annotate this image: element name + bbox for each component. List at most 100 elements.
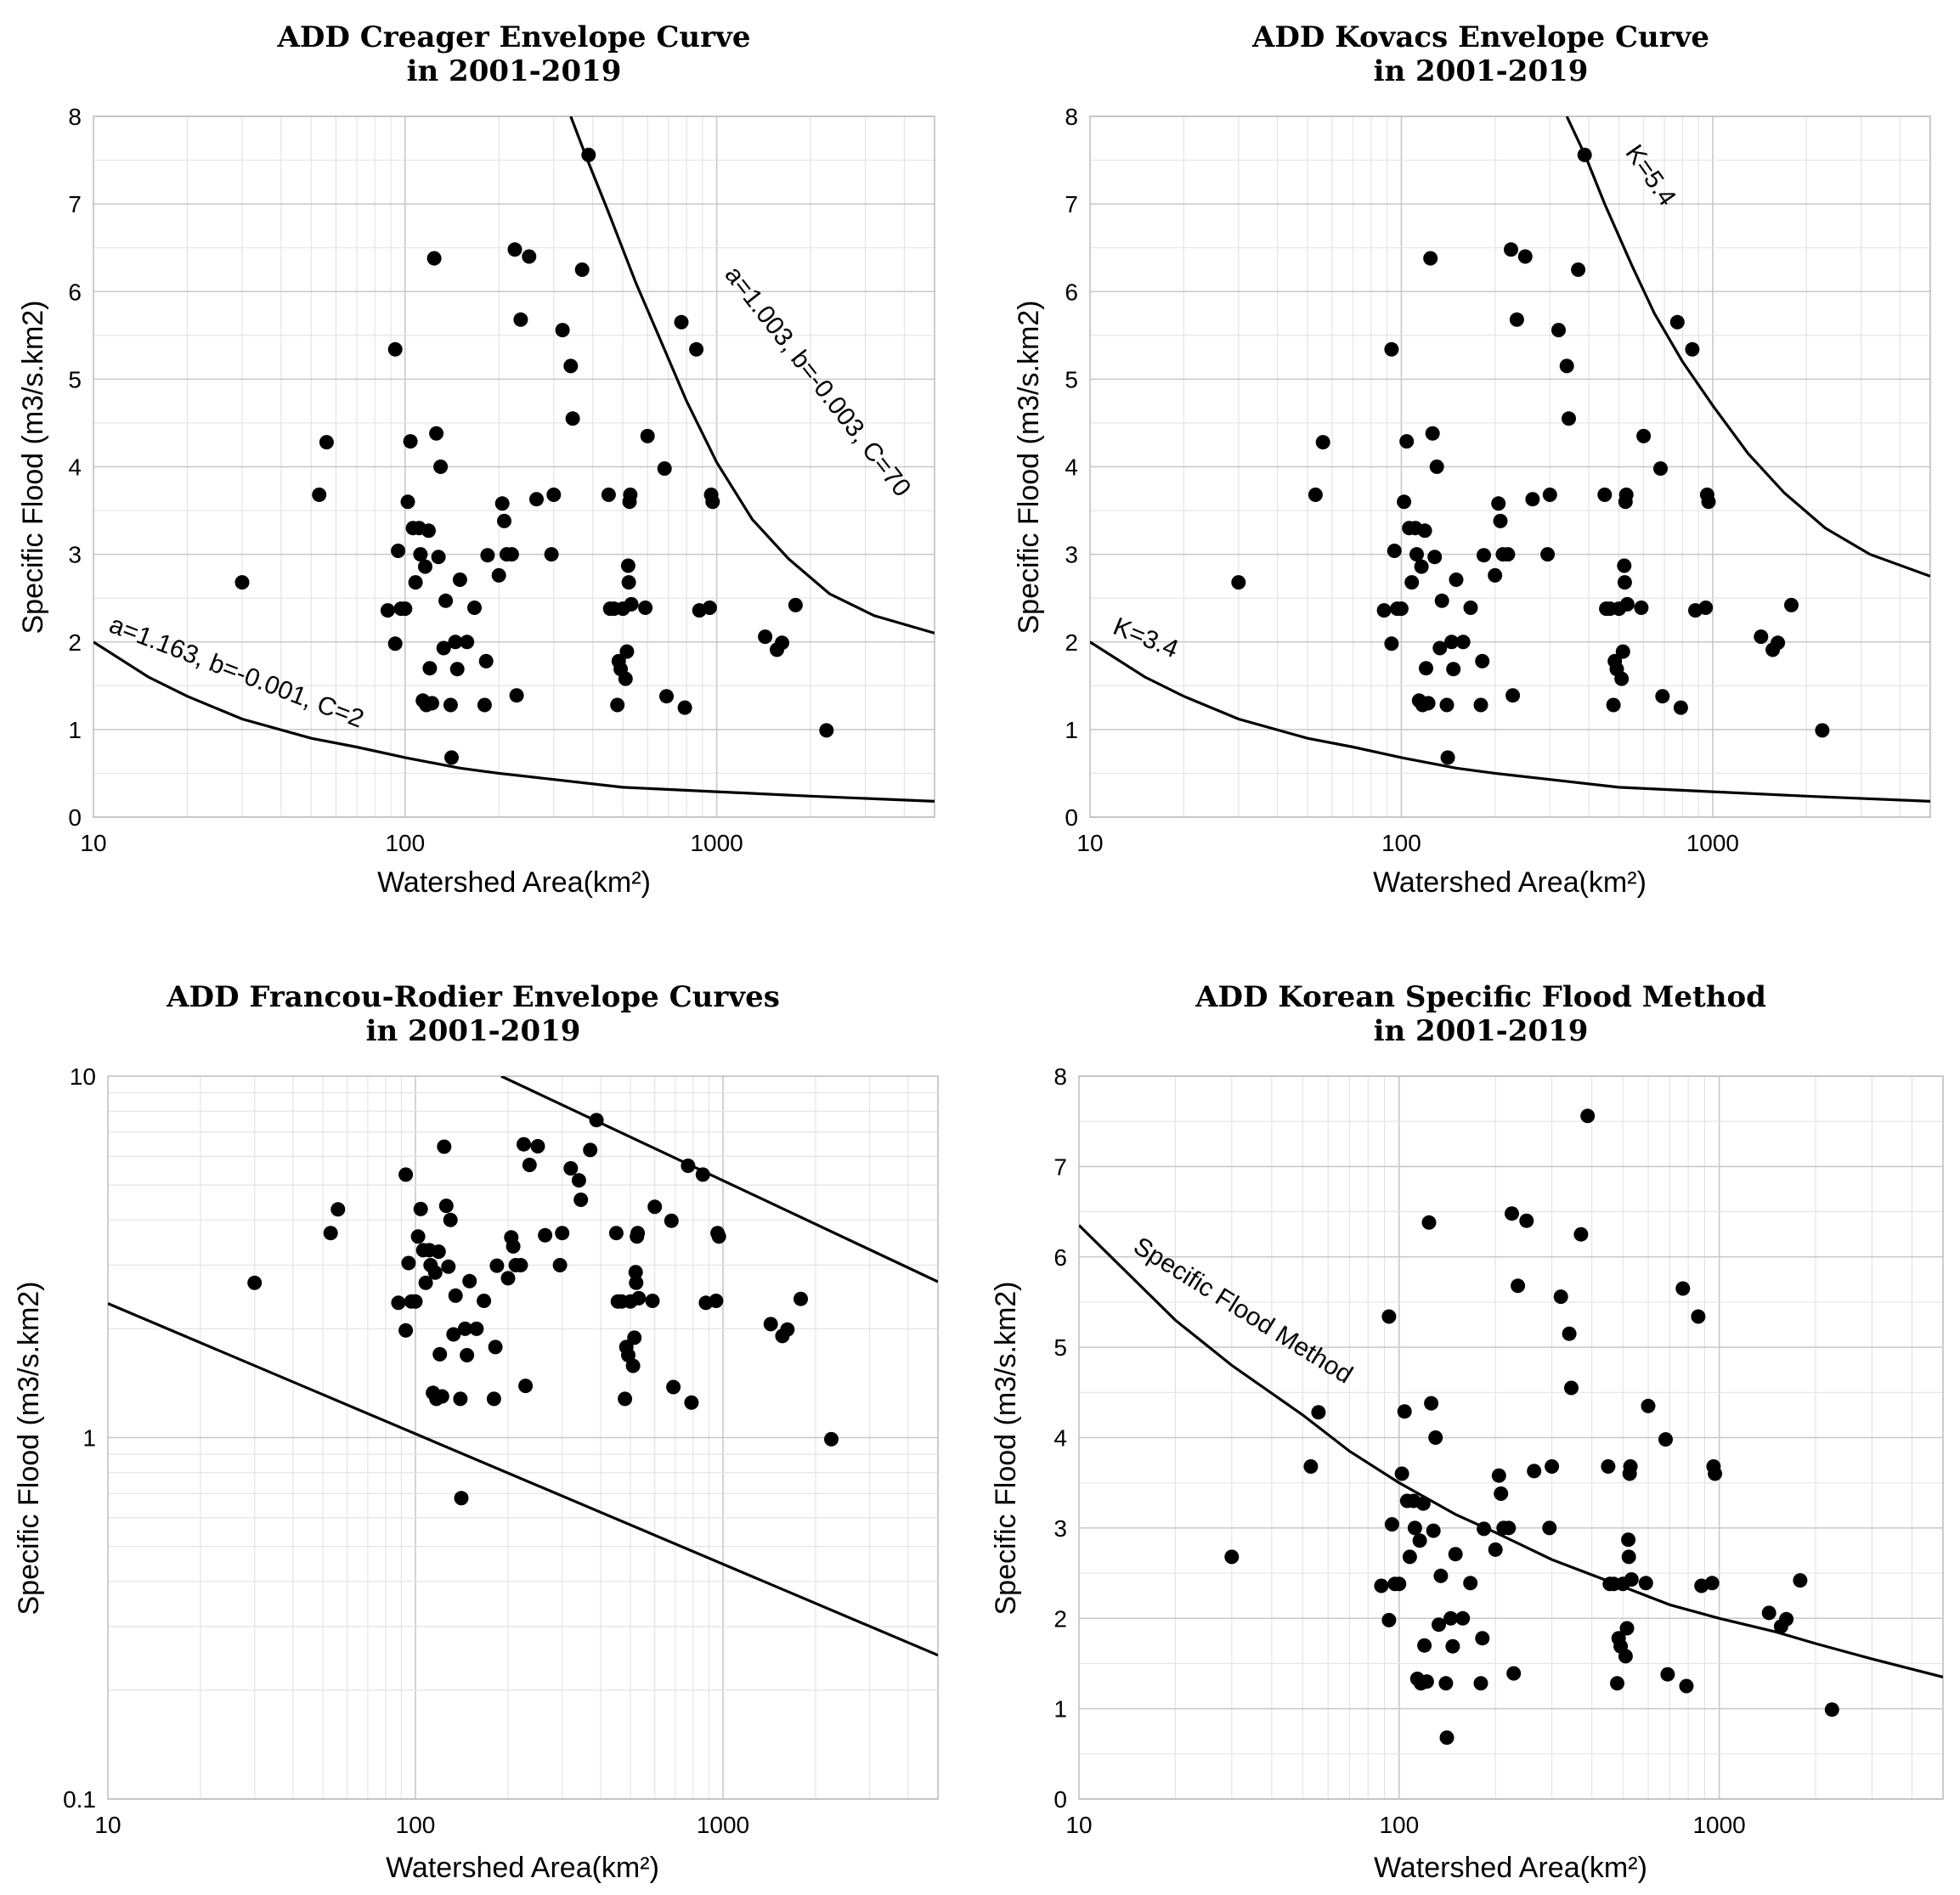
data-point: [323, 1226, 338, 1241]
y-tick-label: 0: [68, 804, 82, 831]
data-point: [1433, 1568, 1449, 1583]
data-point: [1505, 1206, 1519, 1221]
data-point: [330, 1202, 346, 1217]
data-point: [1542, 488, 1557, 502]
data-point: [518, 1379, 534, 1394]
data-point: [1432, 640, 1448, 656]
x-tick-label: 1000: [697, 1812, 749, 1838]
creager-chart: ADD Creager Envelope Curve in 2001-2019 …: [17, 20, 935, 899]
data-point: [1414, 559, 1429, 574]
data-point: [1698, 601, 1714, 615]
data-point: [391, 544, 406, 558]
data-point: [1761, 1605, 1776, 1621]
data-point: [1685, 341, 1700, 357]
x-tick-label: 1000: [690, 830, 743, 856]
data-point: [319, 435, 334, 450]
data-point: [763, 1317, 778, 1332]
data-point: [674, 314, 689, 330]
data-point: [1618, 1649, 1633, 1664]
data-point: [1669, 314, 1685, 330]
data-point: [1771, 635, 1786, 651]
data-point: [1655, 689, 1670, 704]
data-points: [234, 147, 834, 765]
y-tick-label: 0: [1065, 804, 1078, 831]
francou-rodier-chart: ADD Francou-Rodier Envelope Curves in 20…: [13, 980, 939, 1884]
data-point: [449, 662, 465, 677]
data-point: [1564, 1380, 1579, 1396]
data-point: [425, 696, 439, 711]
data-point: [410, 1229, 426, 1244]
data-point: [418, 1275, 433, 1290]
plot-area-frame: [1089, 116, 1931, 818]
korean-specific-flood-chart: ADD Korean Specific Flood Method in 2001…: [990, 980, 1944, 1884]
data-point: [491, 567, 506, 583]
data-point: [563, 358, 579, 374]
data-point: [574, 262, 590, 277]
data-point: [408, 575, 423, 590]
data-point: [1397, 1404, 1412, 1419]
data-point: [429, 426, 444, 441]
data-point: [1392, 1576, 1407, 1592]
data-point: [1426, 1523, 1441, 1538]
data-point: [1448, 1547, 1463, 1562]
data-point: [1440, 750, 1455, 765]
data-point: [780, 1322, 795, 1337]
data-point: [453, 1391, 468, 1407]
data-point: [400, 494, 415, 510]
chart-title-line1: ADD Francou-Rodier Envelope Curves: [166, 980, 780, 1014]
data-point: [1621, 1532, 1636, 1548]
data-point: [486, 1391, 501, 1407]
data-point: [426, 251, 442, 266]
chart-title-line2: in 2001-2019: [1374, 54, 1589, 88]
data-point: [1308, 488, 1323, 502]
y-tick-label: 2: [1053, 1605, 1067, 1632]
data-point: [589, 1113, 604, 1128]
data-point: [380, 603, 395, 618]
y-tick-label: 3: [68, 542, 82, 568]
data-point: [620, 558, 635, 573]
data-point: [247, 1275, 263, 1290]
chart-title-line2: in 2001-2019: [1374, 1014, 1589, 1048]
data-point: [1394, 1466, 1409, 1481]
data-point: [775, 635, 789, 651]
data-point: [1615, 644, 1630, 659]
data-point: [1477, 548, 1491, 563]
x-tick-label: 10: [1065, 1812, 1092, 1838]
data-point: [1500, 547, 1516, 562]
data-point: [1443, 1610, 1459, 1626]
data-point: [1419, 661, 1433, 676]
data-point: [1504, 242, 1518, 257]
curve-label: K=3.4: [1110, 612, 1183, 663]
envelope-curve: [1565, 116, 1930, 578]
data-point: [433, 460, 449, 474]
x-tick-label: 1000: [1692, 1812, 1745, 1838]
data-point: [552, 1258, 568, 1272]
data-point: [460, 634, 475, 650]
data-point: [565, 411, 580, 426]
data-point: [1559, 358, 1574, 374]
data-point: [312, 488, 327, 502]
data-point: [522, 249, 537, 264]
data-point: [657, 461, 672, 477]
curve-label: K=5.4: [1620, 140, 1681, 211]
y-axis-label: Specific Flood (m3/s.km2): [13, 1282, 45, 1616]
data-point: [1425, 426, 1440, 441]
data-point: [631, 1290, 647, 1306]
curve-label: Specific Flood Method: [1128, 1232, 1357, 1389]
data-point: [517, 1136, 531, 1152]
data-point: [432, 1346, 448, 1362]
data-point: [628, 1265, 643, 1280]
y-tick-label: 1: [1053, 1696, 1067, 1723]
data-point: [1540, 547, 1556, 562]
data-point: [1691, 1309, 1706, 1324]
data-point: [488, 1339, 503, 1355]
data-point: [500, 1271, 516, 1286]
data-point: [1754, 629, 1769, 645]
data-point: [1679, 1678, 1694, 1694]
data-point: [1438, 1676, 1454, 1691]
envelope-curve: [500, 1076, 938, 1283]
x-tick-label: 1000: [1686, 830, 1739, 856]
data-point: [1506, 1666, 1522, 1681]
data-point: [555, 1226, 570, 1241]
data-point: [437, 1139, 452, 1154]
